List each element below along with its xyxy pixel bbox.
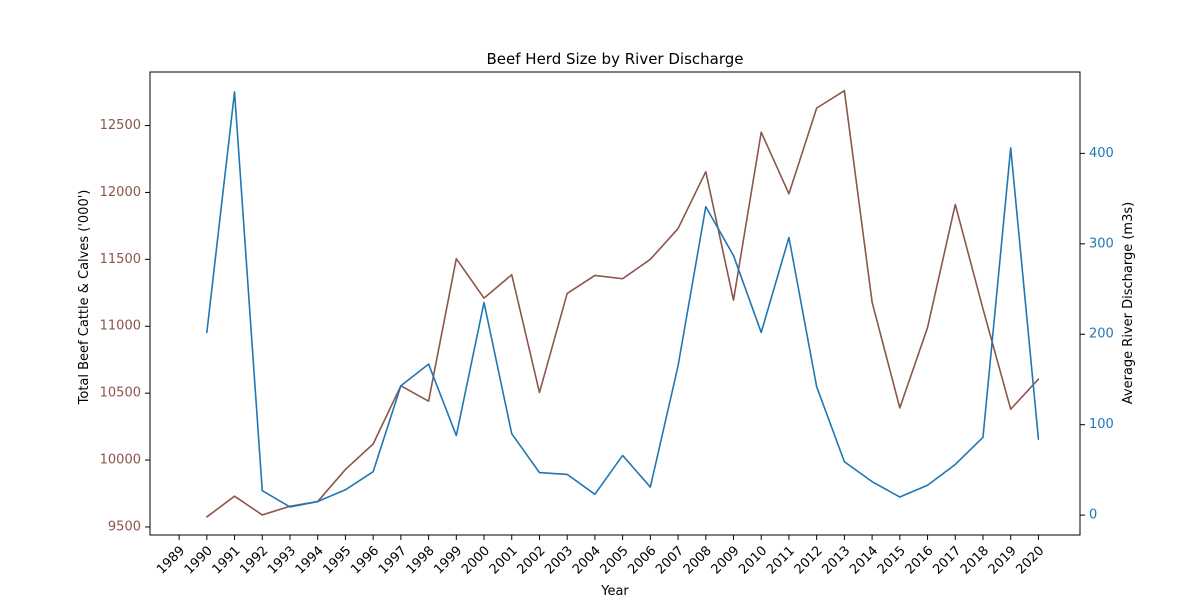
y2-tick-label: 100	[1089, 417, 1114, 432]
chart-title: Beef Herd Size by River Discharge	[487, 50, 744, 68]
series-line-river-discharge	[206, 91, 1040, 508]
x-axis-label: Year	[600, 584, 629, 599]
x-tick-label: 2019	[986, 543, 1020, 577]
x-tick-label: 2001	[487, 543, 521, 577]
x-tick-label: 1993	[265, 543, 299, 577]
y-tick-label: 10500	[100, 386, 141, 401]
y2-tick-label: 300	[1089, 236, 1114, 251]
x-tick-label: 1991	[210, 543, 244, 577]
x-tick-label: 2015	[875, 543, 909, 577]
x-tick-label: 1997	[376, 543, 410, 577]
series-line-beef-herd	[206, 89, 1040, 518]
x-tick-label: 1996	[348, 543, 382, 577]
y2-axis-label: Average River Discharge (m3s)	[1121, 202, 1136, 404]
x-tick-label: 2006	[625, 543, 659, 577]
x-tick-label: 2018	[958, 543, 992, 577]
x-tick-label: 2013	[819, 543, 853, 577]
x-tick-label: 2004	[570, 543, 604, 577]
x-tick-label: 2000	[459, 543, 493, 577]
x-tick-label: 2012	[792, 543, 826, 577]
x-tick-label: 2003	[542, 543, 576, 577]
y-tick-label: 10000	[100, 453, 141, 468]
y-tick-label: 9500	[108, 519, 141, 534]
x-tick-label: 2010	[736, 543, 770, 577]
y2-tick-label: 200	[1089, 327, 1114, 342]
x-tick-label: 2017	[930, 543, 964, 577]
y2-tick-label: 0	[1089, 508, 1097, 523]
y-tick-label: 12000	[100, 185, 141, 200]
y-tick-label: 11500	[100, 252, 141, 267]
x-tick-label: 1994	[293, 543, 327, 577]
x-tick-label: 2008	[681, 543, 715, 577]
y-axis-label: Total Beef Cattle & Calves ('000')	[77, 190, 92, 406]
x-tick-label: 2011	[764, 543, 798, 577]
plot-frame	[149, 71, 1081, 536]
plot-area: 1989199019911992199319941995199619971998…	[100, 71, 1114, 577]
x-tick-label: 1990	[182, 543, 216, 577]
y-tick-label: 11000	[100, 319, 141, 334]
x-tick-label: 2014	[847, 543, 881, 577]
x-tick-label: 1998	[404, 543, 438, 577]
x-tick-label: 2020	[1013, 543, 1047, 577]
x-tick-label: 2009	[709, 543, 743, 577]
x-tick-label: 2016	[903, 543, 937, 577]
x-tick-label: 1992	[237, 543, 271, 577]
x-tick-label: 2002	[515, 543, 549, 577]
x-tick-label: 2005	[598, 543, 632, 577]
x-tick-label: 1995	[320, 543, 354, 577]
x-tick-label: 2007	[653, 543, 687, 577]
x-tick-label: 1989	[154, 543, 188, 577]
x-tick-label: 1999	[431, 543, 465, 577]
y2-tick-label: 400	[1089, 146, 1114, 161]
y-tick-label: 12500	[100, 118, 141, 133]
